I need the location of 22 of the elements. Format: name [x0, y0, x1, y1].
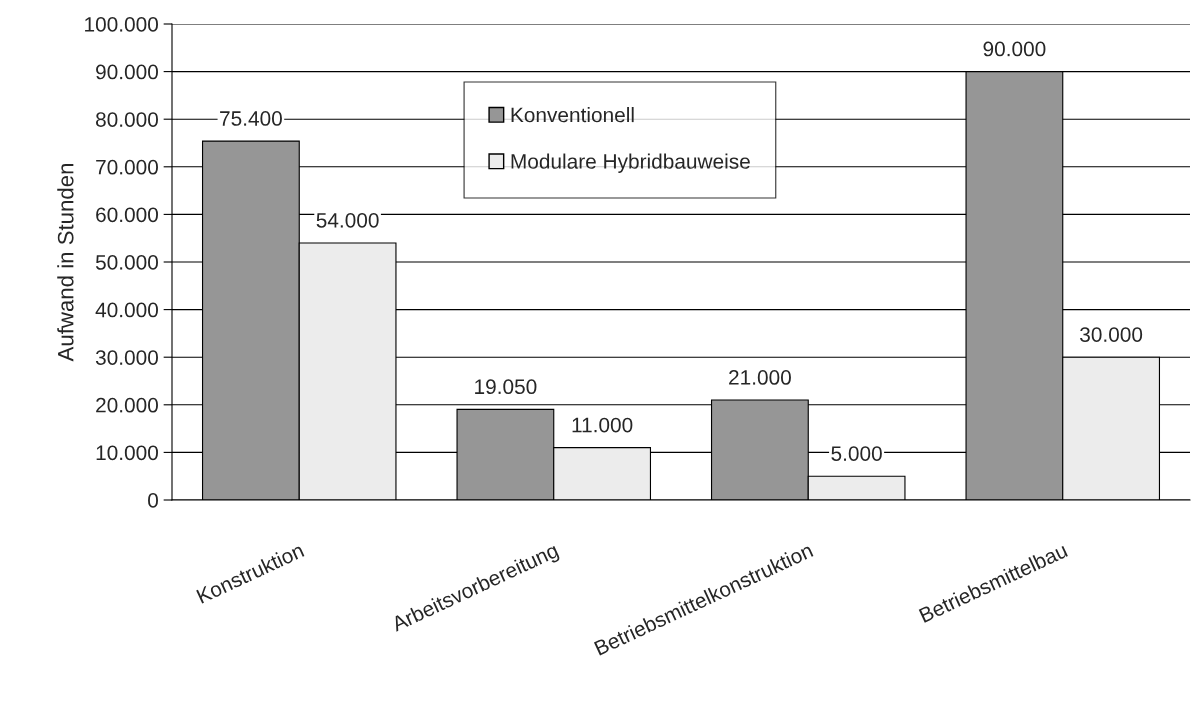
data-label: 30.000: [1080, 327, 1143, 342]
y-tick-label: 100.000: [85, 17, 158, 32]
data-label: 21.000: [729, 370, 791, 385]
y-axis-title: Aufwand in Stunden: [57, 163, 74, 362]
y-tick-label: 30.000: [95, 350, 158, 365]
data-label: 54.000: [316, 212, 379, 228]
y-tick-label: 60.000: [96, 207, 158, 223]
data-label: 5.000: [831, 446, 882, 461]
y-tick-label: 90.000: [96, 64, 158, 80]
y-tick-label: 10.000: [96, 445, 158, 461]
legend-label: Modulare Hybridbauweise: [511, 153, 750, 173]
data-label: 90.000: [983, 41, 1046, 57]
y-tick-label: 80.000: [96, 112, 158, 127]
y-tick-label: 20.000: [96, 397, 158, 413]
data-label: 11.000: [572, 417, 633, 433]
data-label: 19.050: [475, 379, 537, 395]
y-tick-label: 40.000: [95, 302, 158, 318]
legend-label: Konventionell: [511, 107, 634, 123]
y-tick-label: 70.000: [96, 159, 158, 175]
y-tick-label: 0: [148, 493, 158, 508]
data-label: 75.400: [220, 111, 282, 126]
y-tick-label: 50.000: [95, 255, 158, 270]
